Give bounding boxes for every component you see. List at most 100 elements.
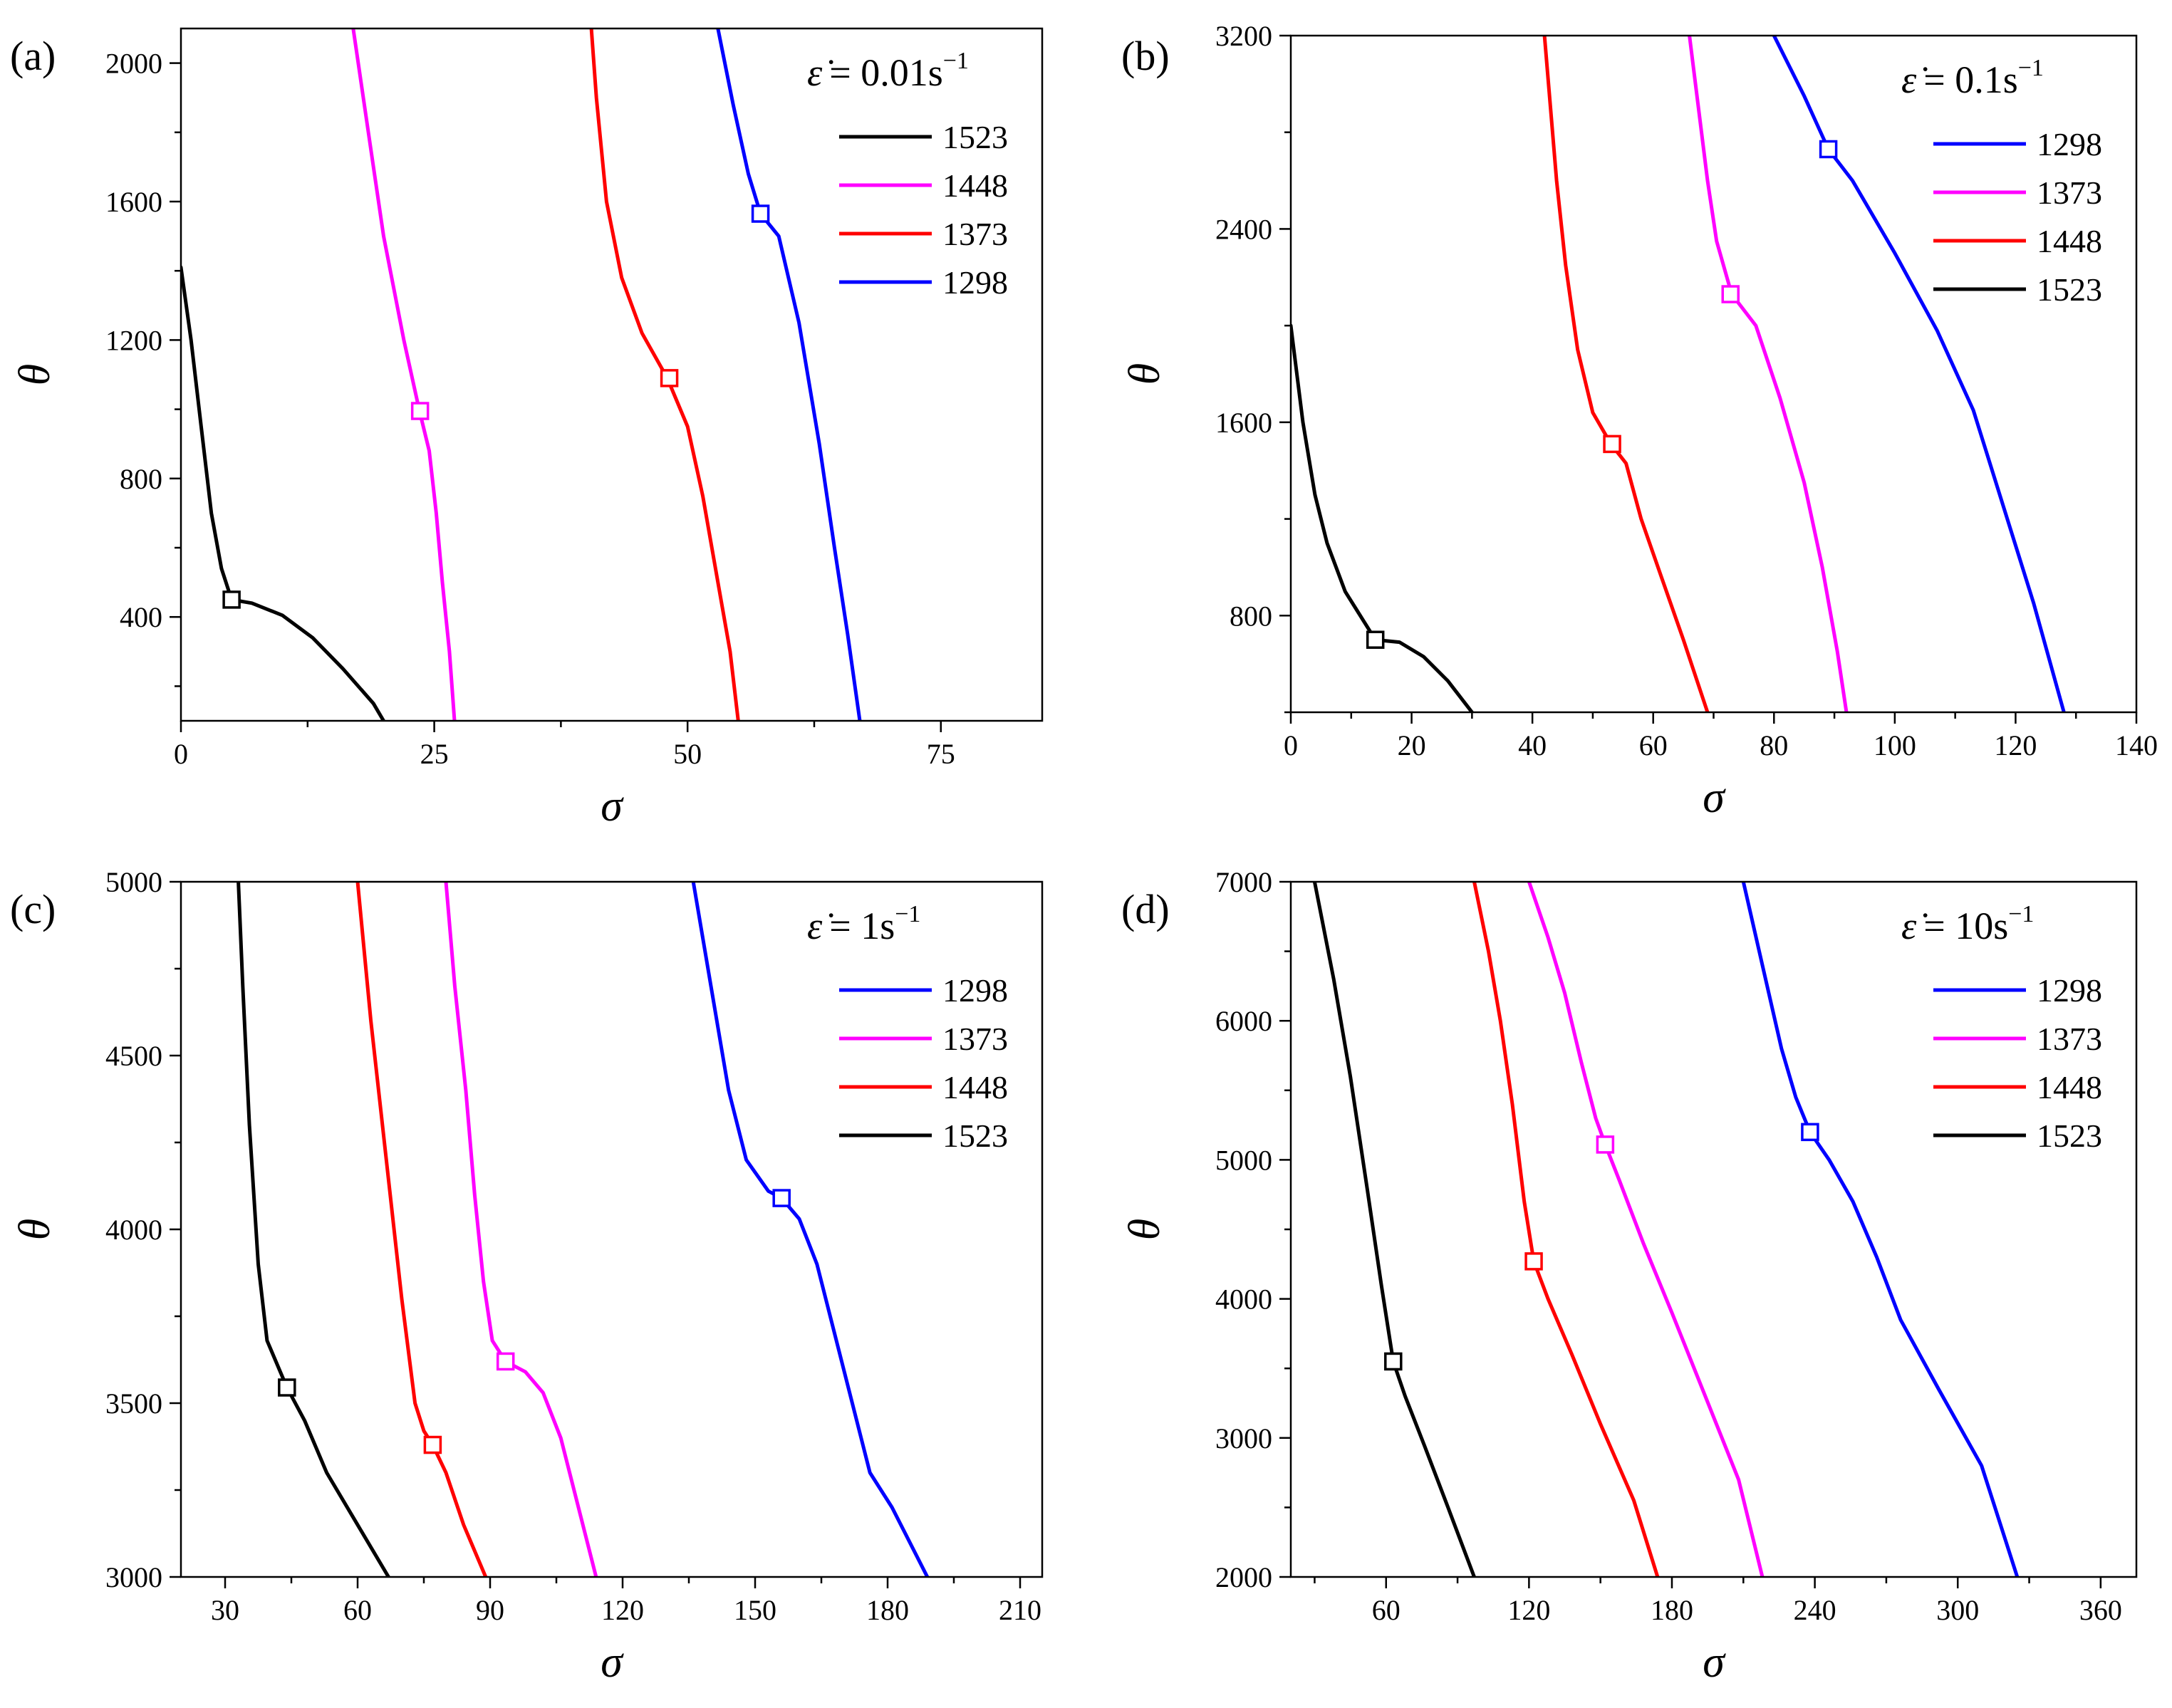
x-axis-label: σ [601,782,624,830]
y-tick-label: 3000 [105,1561,162,1593]
legend: ε̇ = 0.01s−1 1523 1448 1373 1298 [807,48,1008,301]
y-tick-label: 3500 [105,1387,162,1420]
legend-label-1523: 1523 [942,119,1008,155]
y-tick-label: 1600 [1215,407,1272,439]
series-line-1448 [355,882,488,1577]
x-tick-label: 240 [1794,1594,1836,1626]
panel-tag: (a) [10,33,56,79]
series-line-1298 [691,882,930,1577]
series-marker-1523 [222,590,241,609]
panel-tag: (b) [1121,33,1170,79]
y-tick-label: 2000 [105,48,162,80]
y-tick-label: 7000 [1215,866,1272,898]
x-tick-label: 75 [927,738,955,770]
legend-label-1523: 1523 [2037,1118,2102,1154]
legend-label-1448: 1448 [942,167,1008,204]
y-tick-label: 2400 [1215,213,1272,245]
legend-title: ε̇ = 0.1s−1 [1901,55,2044,101]
panel-tag: (c) [10,886,56,932]
series-group [237,882,930,1577]
series-marker-1448 [423,1435,442,1454]
y-tick-label: 4500 [105,1040,162,1072]
x-tick-label: 180 [1651,1594,1693,1626]
legend-label-1523: 1523 [2037,271,2102,308]
y-axis-label: θ [1121,1219,1169,1240]
y-axis-label: θ [11,364,59,385]
legend-label-1298: 1298 [2037,126,2102,162]
plot-frame [180,27,1044,722]
legend-title: ε̇ = 10s−1 [1901,901,2034,947]
legend: ε̇ = 1s−1 1298 1373 1448 1523 [807,901,1008,1154]
series-line-1448 [351,28,457,721]
series-marker-1523 [1366,630,1385,649]
series-line-1523 [181,265,385,721]
x-tick-label: 120 [601,1594,644,1626]
y-tick-label: 5000 [1215,1144,1272,1176]
series-marker-1448 [1603,434,1621,454]
x-tick-label: 150 [734,1594,776,1626]
legend-title: ε̇ = 1s−1 [807,901,920,947]
legend-label-1298: 1298 [942,264,1008,301]
legend-label-1373: 1373 [942,216,1008,252]
y-tick-label: 3200 [1215,20,1272,52]
legend-label-1523: 1523 [942,1118,1008,1154]
series-marker-1298 [772,1189,791,1207]
series-marker-1373 [496,1352,515,1371]
legend-label-1373: 1373 [942,1021,1008,1057]
series-line-1298 [1772,36,2066,712]
series-line-1298 [716,28,862,721]
x-tick-label: 0 [1284,729,1298,761]
y-tick-label: 800 [1230,600,1272,632]
series-line-1448 [1542,36,1710,712]
x-tick-label: 180 [866,1594,909,1626]
x-tick-label: 300 [1936,1594,1979,1626]
y-tick-label: 2000 [1215,1561,1272,1593]
x-tick-label: 40 [1518,729,1547,761]
y-tick-label: 5000 [105,866,162,898]
series-line-1298 [1741,882,2020,1577]
y-axis-label: θ [11,1219,59,1240]
y-tick-label: 800 [120,463,162,495]
series-line-1523 [1312,882,1476,1577]
panel-b: 0 20 40 60 80 100 120 140 800 1600 2400 3200 σ θ (b) ε̇… [1121,20,2158,822]
x-tick-label: 25 [420,738,449,770]
y-tick-label: 400 [120,601,162,633]
series-line-1373 [1527,882,1765,1577]
legend-label-1373: 1373 [2037,175,2102,211]
series-marker-1373 [660,369,679,387]
y-tick-label: 1600 [105,186,162,218]
x-tick-label: 0 [174,738,188,770]
series-line-1373 [1688,36,1849,712]
y-axis-label: θ [1121,363,1169,385]
legend-label-1298: 1298 [942,972,1008,1009]
legend-title-exponent: −1 [895,901,920,927]
panel-d: 60 120 180 240 300 360 2000 3000 4000 5000 6000 700… [1121,866,2138,1687]
y-tick-label: 6000 [1215,1005,1272,1037]
legend-label-1448: 1448 [942,1069,1008,1105]
legend: ε̇ = 0.1s−1 1298 1373 1448 1523 [1901,55,2102,308]
x-tick-label: 60 [343,1594,372,1626]
x-axis-label: σ [1703,1638,1726,1687]
series-marker-1298 [1819,140,1838,159]
series-marker-1298 [1801,1123,1819,1142]
series-marker-1373 [1596,1135,1615,1154]
x-tick-label: 360 [2079,1594,2122,1626]
legend-title-exponent: −1 [2008,901,2034,927]
x-tick-label: 60 [1639,729,1668,761]
x-tick-label: 60 [1372,1594,1401,1626]
legend-label-1373: 1373 [2037,1021,2102,1057]
legend-title-value: = 0.01s [829,51,942,94]
y-tick-label: 1200 [105,324,162,356]
x-tick-label: 20 [1398,729,1426,761]
x-axis-label: σ [601,1638,624,1687]
series-marker-1448 [1524,1252,1543,1271]
series-marker-1448 [410,402,430,420]
legend-title-value: = 10s [1923,905,2008,947]
y-tick-label: 4000 [105,1214,162,1246]
legend-title-value: = 1s [829,905,895,947]
legend-label-1298: 1298 [2037,972,2102,1009]
x-tick-label: 100 [1874,729,1916,761]
